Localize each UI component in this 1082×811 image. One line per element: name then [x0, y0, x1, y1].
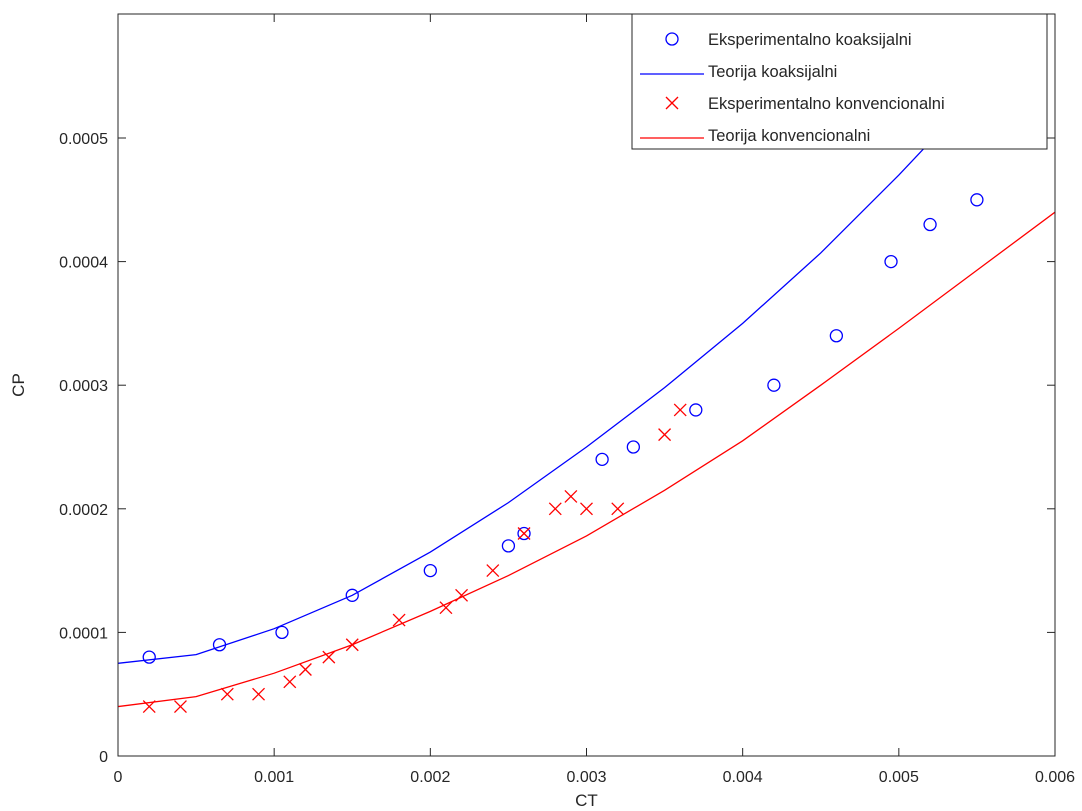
data-point-x: [174, 700, 187, 714]
x-tick-label: 0.004: [723, 769, 763, 786]
legend-x-swatch: [665, 96, 679, 110]
series-line-3: [118, 211, 1055, 708]
legend-box: [631, 13, 1048, 150]
data-point-x: [298, 663, 312, 676]
legend-entry: Teorija konvencionalni: [640, 127, 870, 145]
data-point-x: [142, 700, 156, 714]
data-point-circle: [501, 539, 516, 553]
x-axis-label: CT: [575, 791, 598, 810]
data-point-x: [564, 489, 578, 503]
legend-label: Eksperimentalno koaksijalni: [708, 31, 912, 49]
data-point-x: [220, 687, 234, 701]
data-point-x: [392, 613, 406, 627]
y-tick-label: 0.0001: [59, 625, 108, 642]
series-line-1: [118, 14, 1046, 664]
data-point-circle: [517, 526, 531, 541]
data-point-circle: [923, 217, 937, 232]
legend-circle-swatch: [665, 32, 679, 46]
data-point-x: [345, 638, 359, 652]
series-lines: [118, 14, 1055, 708]
legend-entry: Teorija koaksijalni: [640, 63, 837, 81]
x-tick-label: 0.002: [410, 769, 450, 786]
y-tick-label: 0.0003: [59, 378, 108, 395]
data-point-x: [322, 650, 336, 664]
legend-entry: Eksperimentalno koaksijalni: [665, 31, 912, 49]
data-point-x: [486, 564, 500, 578]
y-tick-label: 0.0002: [59, 502, 108, 519]
legend-entry: Eksperimentalno konvencionalni: [665, 95, 945, 113]
x-axis: 0 0.001 0.002 0.003 0.004 0.005 0.006: [114, 14, 1075, 786]
data-point-x: [611, 502, 625, 516]
data-point-circle: [970, 193, 984, 207]
data-point-circle: [275, 625, 289, 640]
data-point-x: [252, 687, 266, 701]
x-tick-label: 0.005: [879, 769, 919, 786]
data-point-x: [673, 403, 687, 417]
legend-label: Eksperimentalno konvencionalni: [708, 95, 945, 113]
data-point-circle: [829, 329, 844, 343]
data-point-x: [283, 675, 297, 689]
data-point-circle: [212, 638, 227, 652]
y-axis: 0 0.0001 0.0002 0.0003 0.0004 0.0005: [59, 131, 1055, 766]
data-point-circle: [595, 452, 609, 467]
data-point-circle: [767, 378, 781, 392]
data-point-circle: [345, 588, 359, 602]
data-point-circle: [142, 650, 156, 664]
data-point-x: [517, 527, 531, 540]
legend-label: Teorija koaksijalni: [708, 63, 837, 81]
y-tick-label: 0.0005: [59, 131, 108, 148]
x-tick-label: 0: [114, 769, 123, 786]
data-point-x: [580, 502, 593, 516]
data-point-x: [455, 588, 469, 602]
legend-label: Teorija konvencionalni: [708, 127, 870, 145]
data-point-circle: [884, 254, 898, 269]
data-point-x: [658, 428, 672, 442]
legend: Eksperimentalno koaksijalni Teorija koaks…: [631, 13, 1048, 150]
data-point-circle: [423, 563, 437, 578]
y-tick-label: 0.0004: [59, 255, 108, 272]
x-tick-label: 0.003: [566, 769, 606, 786]
x-tick-label: 0.001: [254, 769, 294, 786]
series-markers: [142, 193, 984, 714]
data-point-x: [439, 601, 453, 615]
y-axis-label: CP: [9, 373, 28, 397]
data-point-circle: [626, 440, 640, 454]
x-tick-label: 0.006: [1035, 769, 1075, 786]
data-point-circle: [689, 403, 703, 417]
y-tick-label: 0: [99, 749, 108, 766]
data-point-x: [548, 502, 562, 516]
